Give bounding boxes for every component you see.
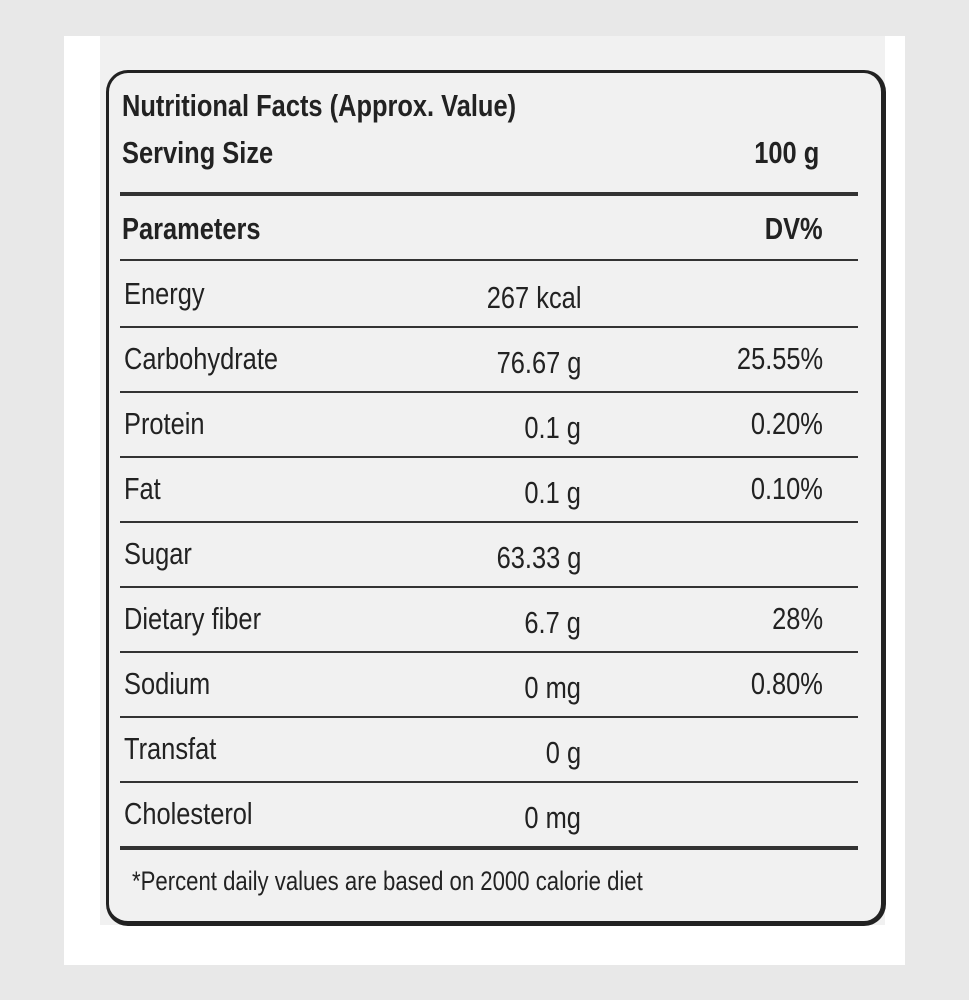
row-amount: 0.1 g <box>524 475 581 510</box>
rule <box>120 521 858 523</box>
row-amount: 63.33 g <box>496 540 581 575</box>
rule <box>120 259 858 261</box>
row-dv: 0.80% <box>750 666 823 701</box>
row-name: Protein <box>124 406 205 441</box>
rule <box>120 716 858 718</box>
row-amount: 76.67 g <box>496 345 581 380</box>
serving-label: Serving Size <box>122 135 274 170</box>
rule <box>120 326 858 328</box>
rule <box>120 586 858 588</box>
rule <box>120 192 858 196</box>
row-dv: 0.10% <box>750 471 823 506</box>
column-header: DV% <box>765 211 823 246</box>
row-amount: 6.7 g <box>524 605 581 640</box>
footnote: *Percent daily values are based on 2000 … <box>132 866 643 896</box>
label-border <box>106 70 886 926</box>
row-name: Sugar <box>124 536 192 571</box>
rule <box>120 781 858 783</box>
row-dv: 25.55% <box>736 341 823 376</box>
row-name: Transfat <box>124 731 217 766</box>
row-name: Cholesterol <box>124 796 253 831</box>
row-amount: 0 mg <box>524 800 581 835</box>
row-dv: 0.20% <box>750 406 823 441</box>
label-photo <box>100 36 885 925</box>
row-name: Energy <box>124 276 205 311</box>
row-amount: 0 g <box>545 735 581 770</box>
rule <box>120 651 858 653</box>
rule <box>120 456 858 458</box>
column-header: Parameters <box>122 211 261 246</box>
row-amount: 0.1 g <box>524 410 581 445</box>
row-amount: 267 kcal <box>486 280 581 315</box>
serving-value: 100 g <box>753 135 819 170</box>
row-name: Fat <box>124 471 161 506</box>
rule <box>120 846 858 850</box>
row-amount: 0 mg <box>524 670 581 705</box>
rule <box>120 391 858 393</box>
row-name: Dietary fiber <box>124 601 262 636</box>
row-dv: 28% <box>772 601 823 636</box>
row-name: Sodium <box>124 666 211 701</box>
row-name: Carbohydrate <box>124 341 279 376</box>
title: Nutritional Facts (Approx. Value) <box>122 88 517 123</box>
